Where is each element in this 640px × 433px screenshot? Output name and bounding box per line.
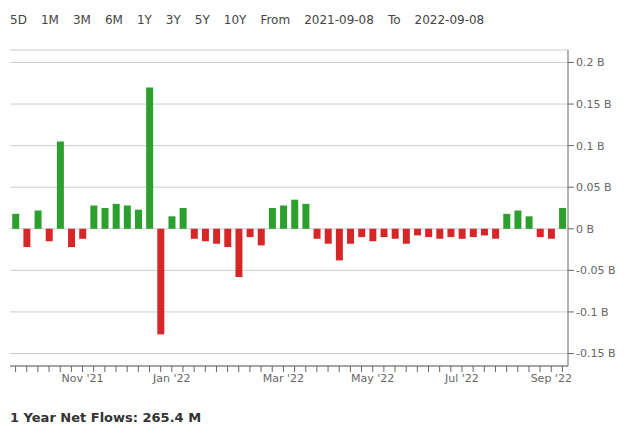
svg-text:-0.05 B: -0.05 B	[576, 264, 616, 277]
html-text:1 Year Net Flows: 265.4 M: 1 Year Net Flows: 265.4 M	[10, 409, 202, 425]
html-text:3M: 3M	[72, 13, 91, 27]
html-text:10Y: 10Y	[223, 13, 247, 27]
html-text:To: To	[387, 13, 401, 27]
html-text:5Y: 5Y	[194, 13, 210, 27]
svg-text:0.05 B: 0.05 B	[576, 181, 612, 194]
svg-text:May '22: May '22	[351, 372, 394, 385]
html-text:1M: 1M	[40, 13, 59, 27]
svg-text:-0.1 B: -0.1 B	[576, 306, 609, 319]
html-text:1Y: 1Y	[136, 13, 152, 27]
svg-text:0 B: 0 B	[576, 223, 594, 236]
svg-text:-0.15 B: -0.15 B	[576, 347, 616, 360]
svg-text:Jul '22: Jul '22	[444, 372, 479, 385]
html-text:2021-09-08: 2021-09-08	[304, 13, 374, 27]
html-text:3Y: 3Y	[165, 13, 181, 27]
svg-text:0.1 B: 0.1 B	[576, 140, 605, 153]
html-text:2022-09-08: 2022-09-08	[414, 13, 485, 27]
svg-text:Mar '22: Mar '22	[263, 372, 304, 385]
html-text:From: From	[260, 13, 291, 27]
svg-text:Sep '22: Sep '22	[531, 372, 572, 385]
svg-text:Nov '21: Nov '21	[62, 372, 104, 385]
svg-text:0.15 B: 0.15 B	[576, 98, 612, 111]
html-text:5D: 5D	[10, 13, 27, 27]
html-text:6M: 6M	[104, 13, 123, 27]
svg-text:0.2 B: 0.2 B	[576, 56, 605, 69]
svg-text:Jan '22: Jan '22	[152, 372, 190, 385]
